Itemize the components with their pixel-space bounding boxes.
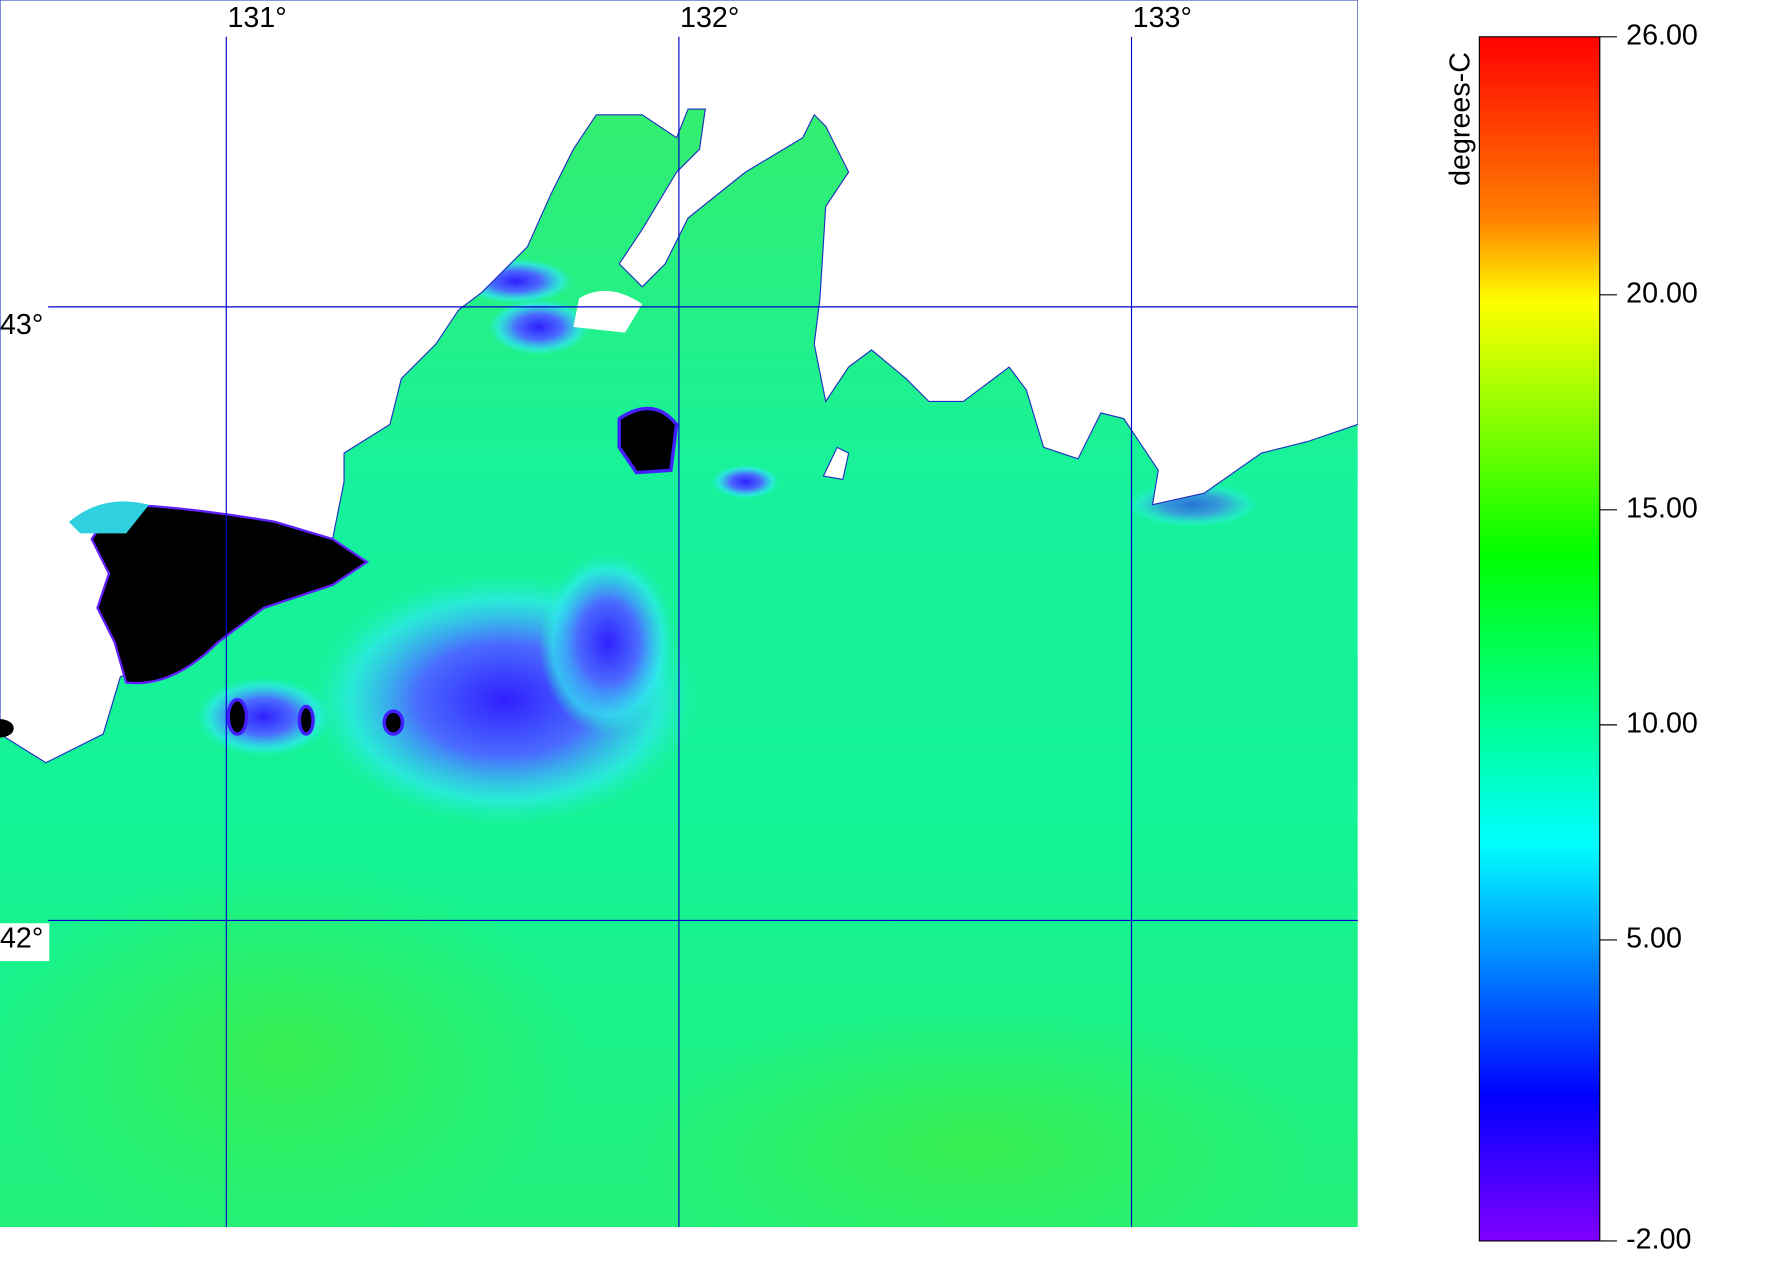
warm-patch <box>630 1009 1319 1228</box>
island <box>573 290 643 333</box>
cloud <box>382 709 405 736</box>
cloud <box>617 406 679 475</box>
cloud <box>90 503 370 685</box>
warm-patch <box>0 860 585 1228</box>
colorbar <box>1478 36 1601 1242</box>
colorbar-tick-label: 20.00 <box>1626 277 1698 309</box>
cold-patch <box>538 550 677 735</box>
lon-label: 132° <box>680 2 739 34</box>
cold-patch <box>487 298 591 356</box>
colorbar-tick-label: 5.00 <box>1626 922 1682 954</box>
lon-label: 131° <box>227 2 286 34</box>
cold-patch <box>711 464 780 499</box>
colorbar-label: degrees-C <box>1445 52 1477 186</box>
coastal-water <box>68 501 150 534</box>
graticule <box>48 36 1358 1228</box>
colorbar-tick-label: 26.00 <box>1626 19 1698 51</box>
colorbar-tick-label: 15.00 <box>1626 492 1698 524</box>
lat-label: 42° <box>0 922 43 954</box>
cold-patch <box>194 676 333 757</box>
cloud <box>226 697 249 736</box>
lat-label: 43° <box>0 309 43 341</box>
colorbar-tick-label: 10.00 <box>1626 707 1698 739</box>
colorbar-tick-label: -2.00 <box>1626 1224 1691 1256</box>
cloud <box>0 719 14 738</box>
cloud <box>297 704 315 736</box>
lon-label: 133° <box>1133 2 1192 34</box>
label-background <box>0 923 50 962</box>
island <box>822 446 850 481</box>
